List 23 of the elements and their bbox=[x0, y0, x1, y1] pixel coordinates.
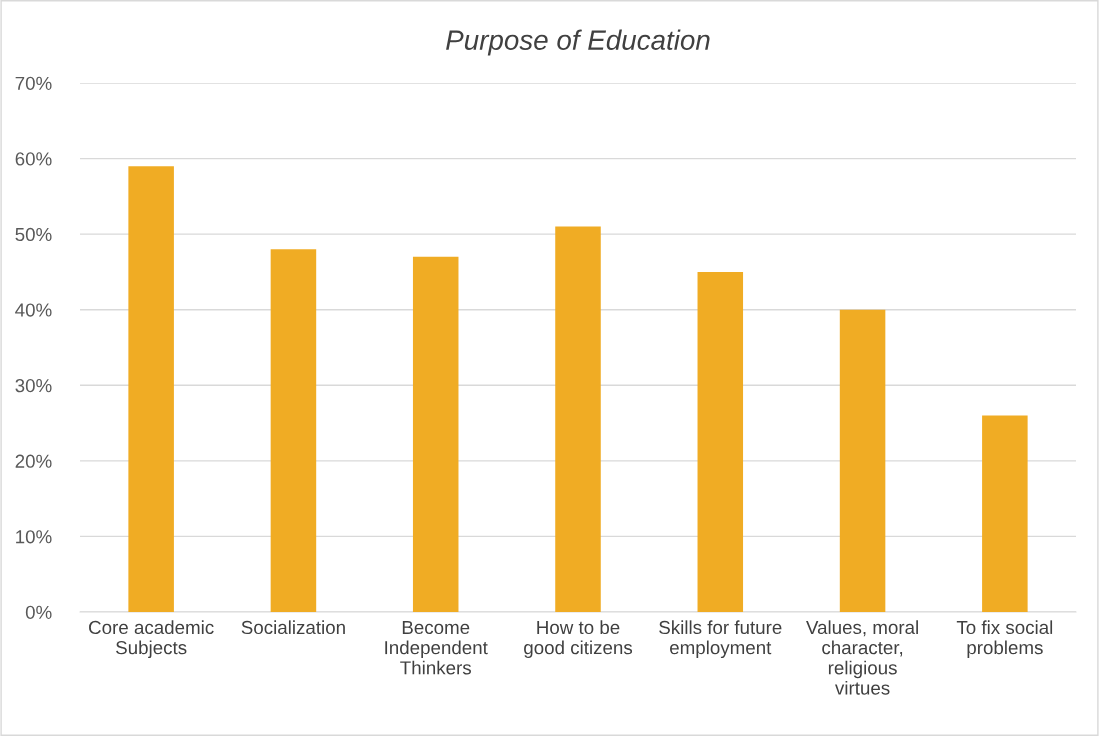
x-tick-label: Core academic Subjects bbox=[89, 620, 214, 659]
y-tick-label: 20% bbox=[15, 454, 52, 468]
chart-title: Purpose of Education bbox=[446, 29, 710, 56]
bar bbox=[839, 309, 886, 612]
y-tick-label: 40% bbox=[15, 303, 52, 317]
bar bbox=[982, 415, 1028, 612]
bar bbox=[128, 166, 174, 612]
x-tick-label: How to be good citizens bbox=[524, 620, 633, 659]
x-tick-label: Values, moral character, religious virtues bbox=[806, 620, 918, 695]
y-tick-label: 60% bbox=[15, 152, 52, 166]
y-tick-label: 50% bbox=[15, 227, 52, 242]
bar bbox=[412, 256, 459, 612]
y-tick-label: 10% bbox=[16, 530, 52, 544]
bar bbox=[270, 249, 317, 612]
x-tick-label: Socialization bbox=[241, 620, 345, 635]
x-tick-label: To fix social problems bbox=[956, 620, 1053, 659]
x-tick-label: Skills for future employment bbox=[659, 620, 782, 659]
y-tick-label: 70% bbox=[15, 76, 52, 90]
bar bbox=[697, 271, 744, 612]
y-tick-label: 0% bbox=[25, 605, 52, 619]
y-tick-label: 30% bbox=[15, 378, 52, 393]
bar bbox=[555, 226, 601, 612]
x-tick-label: Become Independent Thinkers bbox=[385, 621, 488, 675]
